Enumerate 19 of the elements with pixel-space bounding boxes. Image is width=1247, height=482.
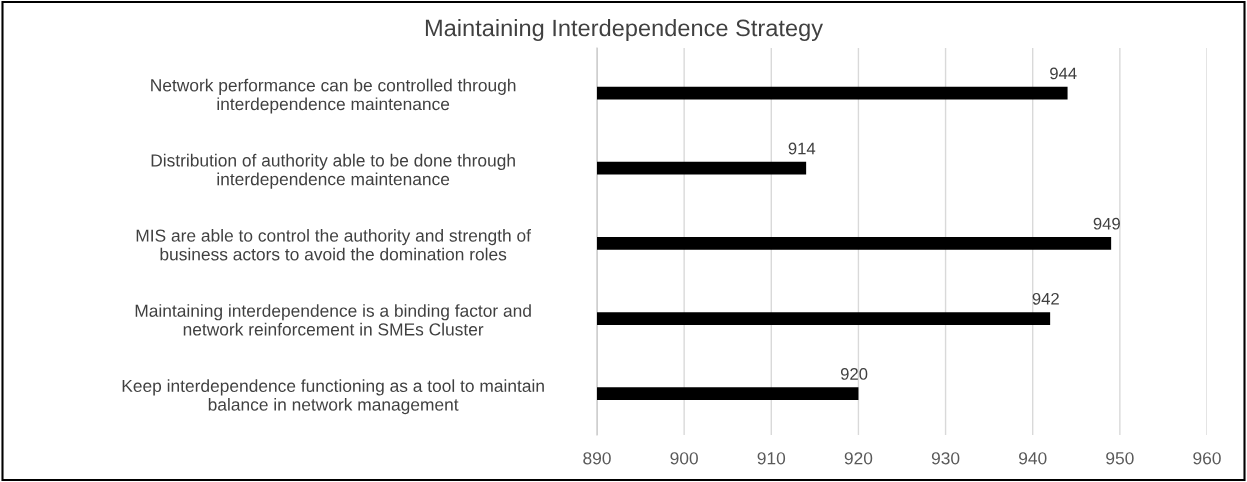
x-tick-label: 920 (844, 452, 873, 465)
data-label: 920 (840, 368, 868, 380)
x-tick-label: 960 (1193, 452, 1221, 465)
y-tick-label: Keep interdependence functioning as a tool to maintain balance in network management (122, 379, 544, 415)
y-tick-label: Network performance can be controlled through interdependence maintenance (151, 78, 516, 114)
x-tick-label: 900 (670, 452, 698, 465)
y-tick-label: Maintaining interdependence is a binding factor and network reinforcement in SMEs Cluster (135, 304, 531, 336)
x-tick-label: 930 (931, 452, 960, 465)
data-label: 944 (1050, 67, 1077, 80)
data-label: 942 (1032, 292, 1059, 305)
x-tick-label: 890 (583, 452, 611, 465)
y-tick-label: Distribution of authority able to be done through interdependence maintenance (151, 153, 515, 189)
data-label: 949 (1093, 217, 1120, 230)
x-tick-label: 940 (1019, 452, 1047, 465)
y-tick-label: MIS are able to control the authority and strength of business actors to avoid the domination roles (136, 229, 531, 261)
x-tick-label: 950 (1106, 452, 1134, 465)
data-label: 914 (788, 142, 816, 155)
chart-title: Maintaining Interdependence Strategy (425, 19, 823, 41)
x-tick-label: 910 (757, 452, 786, 465)
